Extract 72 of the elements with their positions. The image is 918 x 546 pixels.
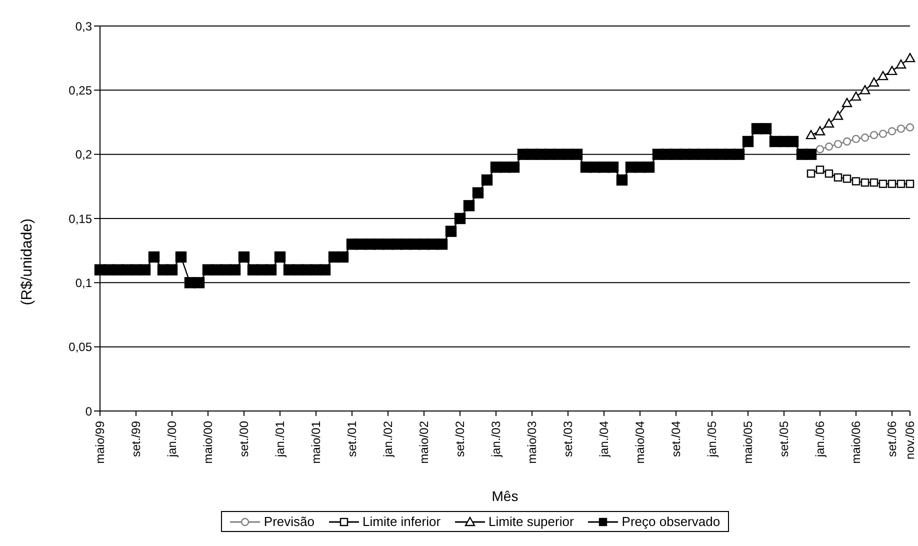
point <box>886 66 898 76</box>
x-tick-label: set./04 <box>669 420 683 458</box>
point <box>852 134 860 144</box>
point <box>870 178 878 187</box>
x-tick-label: jan./04 <box>597 420 611 458</box>
point <box>834 173 842 182</box>
point <box>904 52 916 62</box>
point <box>896 124 906 133</box>
x-tick-label: jan./00 <box>165 420 179 458</box>
point <box>806 169 816 178</box>
y-tick-label: 0,2 <box>75 148 92 162</box>
point <box>832 110 844 120</box>
point <box>896 59 906 69</box>
x-tick-label: set./99 <box>129 420 143 458</box>
point <box>850 91 862 101</box>
x-tick-label: maio/04 <box>633 420 647 464</box>
point <box>870 130 878 140</box>
x-tick-label: set./00 <box>237 420 251 458</box>
x-tick-label: jan./06 <box>813 420 827 458</box>
point <box>816 166 824 174</box>
legend-label: Limite superior <box>488 514 574 529</box>
y-tick-label: 0 <box>85 404 92 418</box>
point <box>834 140 842 148</box>
y-tick-label: 0,15 <box>68 212 92 226</box>
legend-label: Previsão <box>264 514 314 529</box>
point <box>842 137 852 146</box>
point <box>814 126 826 136</box>
x-tick-label: jan./01 <box>273 420 287 458</box>
x-tick-label: maio/00 <box>201 420 215 464</box>
point <box>824 118 834 128</box>
legend-label: Limite inferior <box>362 514 441 529</box>
x-axis-title: Mês <box>492 488 518 504</box>
y-axis-title: (R$/unidade) <box>18 218 36 306</box>
x-tick-label: set./02 <box>453 420 467 458</box>
x-tick-label: jan./02 <box>381 420 395 458</box>
point <box>824 142 834 151</box>
point <box>860 85 870 94</box>
point <box>842 98 852 108</box>
x-tick-label: set./05 <box>777 420 791 458</box>
y-tick-label: 0,25 <box>68 83 92 98</box>
x-tick-label: jan./03 <box>489 420 503 458</box>
point <box>842 174 852 183</box>
point <box>860 134 870 142</box>
point <box>824 169 834 178</box>
point <box>868 77 880 87</box>
point <box>860 178 870 187</box>
x-tick-label: maio/02 <box>417 420 431 464</box>
point <box>888 127 896 136</box>
x-tick-label: maio/99 <box>93 420 107 464</box>
x-tick-label: nov./06 <box>903 420 917 460</box>
point <box>878 180 888 188</box>
y-tick-label: 0,3 <box>75 19 92 34</box>
x-tick-label: jan./05 <box>705 420 719 458</box>
x-tick-label: maio/01 <box>309 420 323 464</box>
x-tick-label: maio/06 <box>849 420 863 464</box>
x-tick-label: maio/03 <box>525 420 539 464</box>
y-tick-label: 0,05 <box>68 340 92 354</box>
point <box>906 180 914 188</box>
x-tick-label: set./03 <box>561 420 575 458</box>
x-tick-label: set./01 <box>345 420 359 458</box>
point <box>816 145 824 154</box>
point <box>906 123 914 132</box>
point <box>896 180 906 188</box>
point <box>852 177 860 186</box>
legend-label: Preço observado <box>622 514 720 529</box>
point <box>878 70 888 80</box>
point <box>888 180 896 188</box>
point <box>878 130 888 138</box>
x-tick-label: set./06 <box>885 420 899 458</box>
x-tick-label: maio/05 <box>741 420 755 464</box>
point <box>806 130 816 140</box>
y-tick-label: 0,1 <box>75 276 92 290</box>
